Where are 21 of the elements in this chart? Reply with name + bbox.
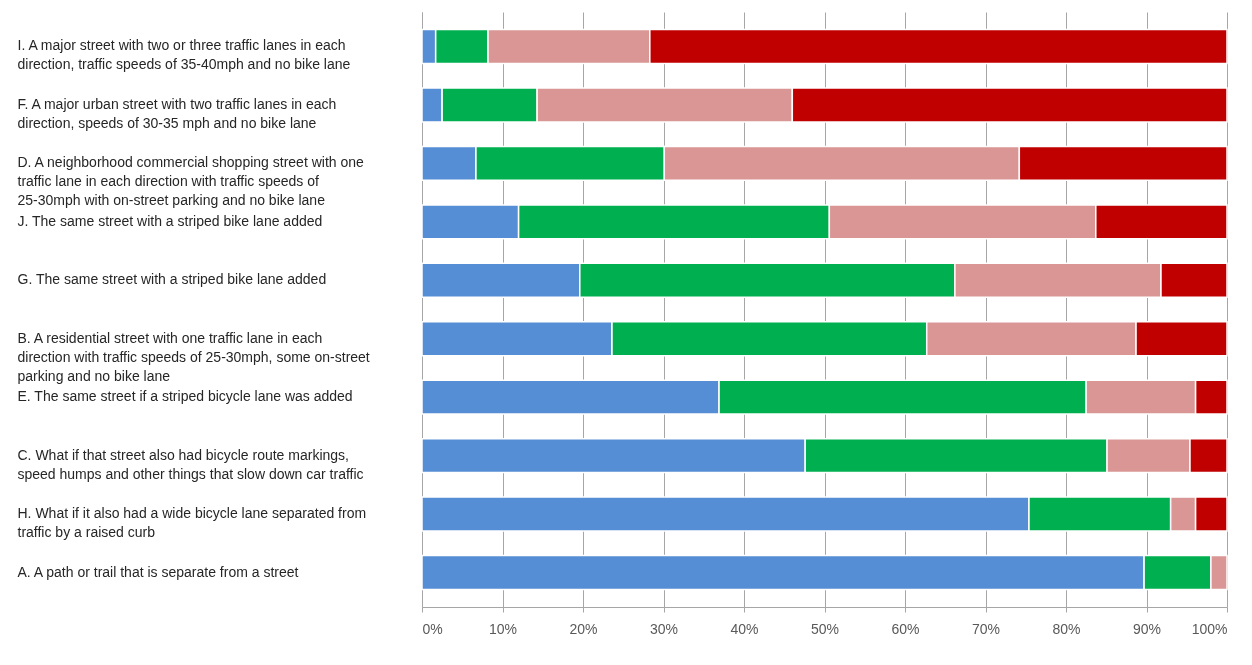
x-tick-label: 30% <box>649 620 679 637</box>
y-tick-label: H. What if it also had a wide bicycle lane separated from traffic by a raised curb <box>17 505 367 541</box>
y-tick-label: A. A path or trail that is separate from a street <box>17 563 299 580</box>
x-tick-label: 70% <box>971 620 1001 637</box>
x-tick-label: 0% <box>422 620 443 637</box>
y-tick-label: D. A neighborhood commercial shopping street with one traffic lane in each direction with traffic speeds of 25-30mph with on-street parking and no bike lane <box>17 154 365 209</box>
y-tick-label: G. The same street with a striped bike lane added <box>17 271 327 288</box>
x-tick-label: 90% <box>1132 620 1162 637</box>
y-tick-label: F. A major urban street with two traffic lanes in each direction, speeds of 30-35 mph and no bike lane <box>17 95 337 131</box>
x-tick-label: 50% <box>810 620 840 637</box>
y-tick-label: I. A major street with two or three traffic lanes in each direction, traffic speeds of 35-40mph and no bike lane <box>17 37 351 73</box>
x-tick-label: 20% <box>569 620 598 637</box>
y-tick-label: B. A residential street with one traffic lane in each direction with traffic speeds of 25-30mph, some on-street parking and no bike lane <box>17 329 370 384</box>
y-tick-label: E. The same street if a striped bicycle lane was added <box>17 388 353 405</box>
x-tick-label: 100% <box>1191 620 1228 637</box>
x-tick-label: 60% <box>891 620 920 637</box>
y-tick-label: J. The same street with a striped bike lane added <box>17 212 323 229</box>
x-tick-label: 10% <box>488 620 518 637</box>
y-tick-label: C. What if that street also had bicycle route markings, speed humps and other things that slow down car traffic <box>17 446 364 482</box>
x-tick-label: 80% <box>1052 620 1081 637</box>
x-tick-label: 40% <box>730 620 759 637</box>
